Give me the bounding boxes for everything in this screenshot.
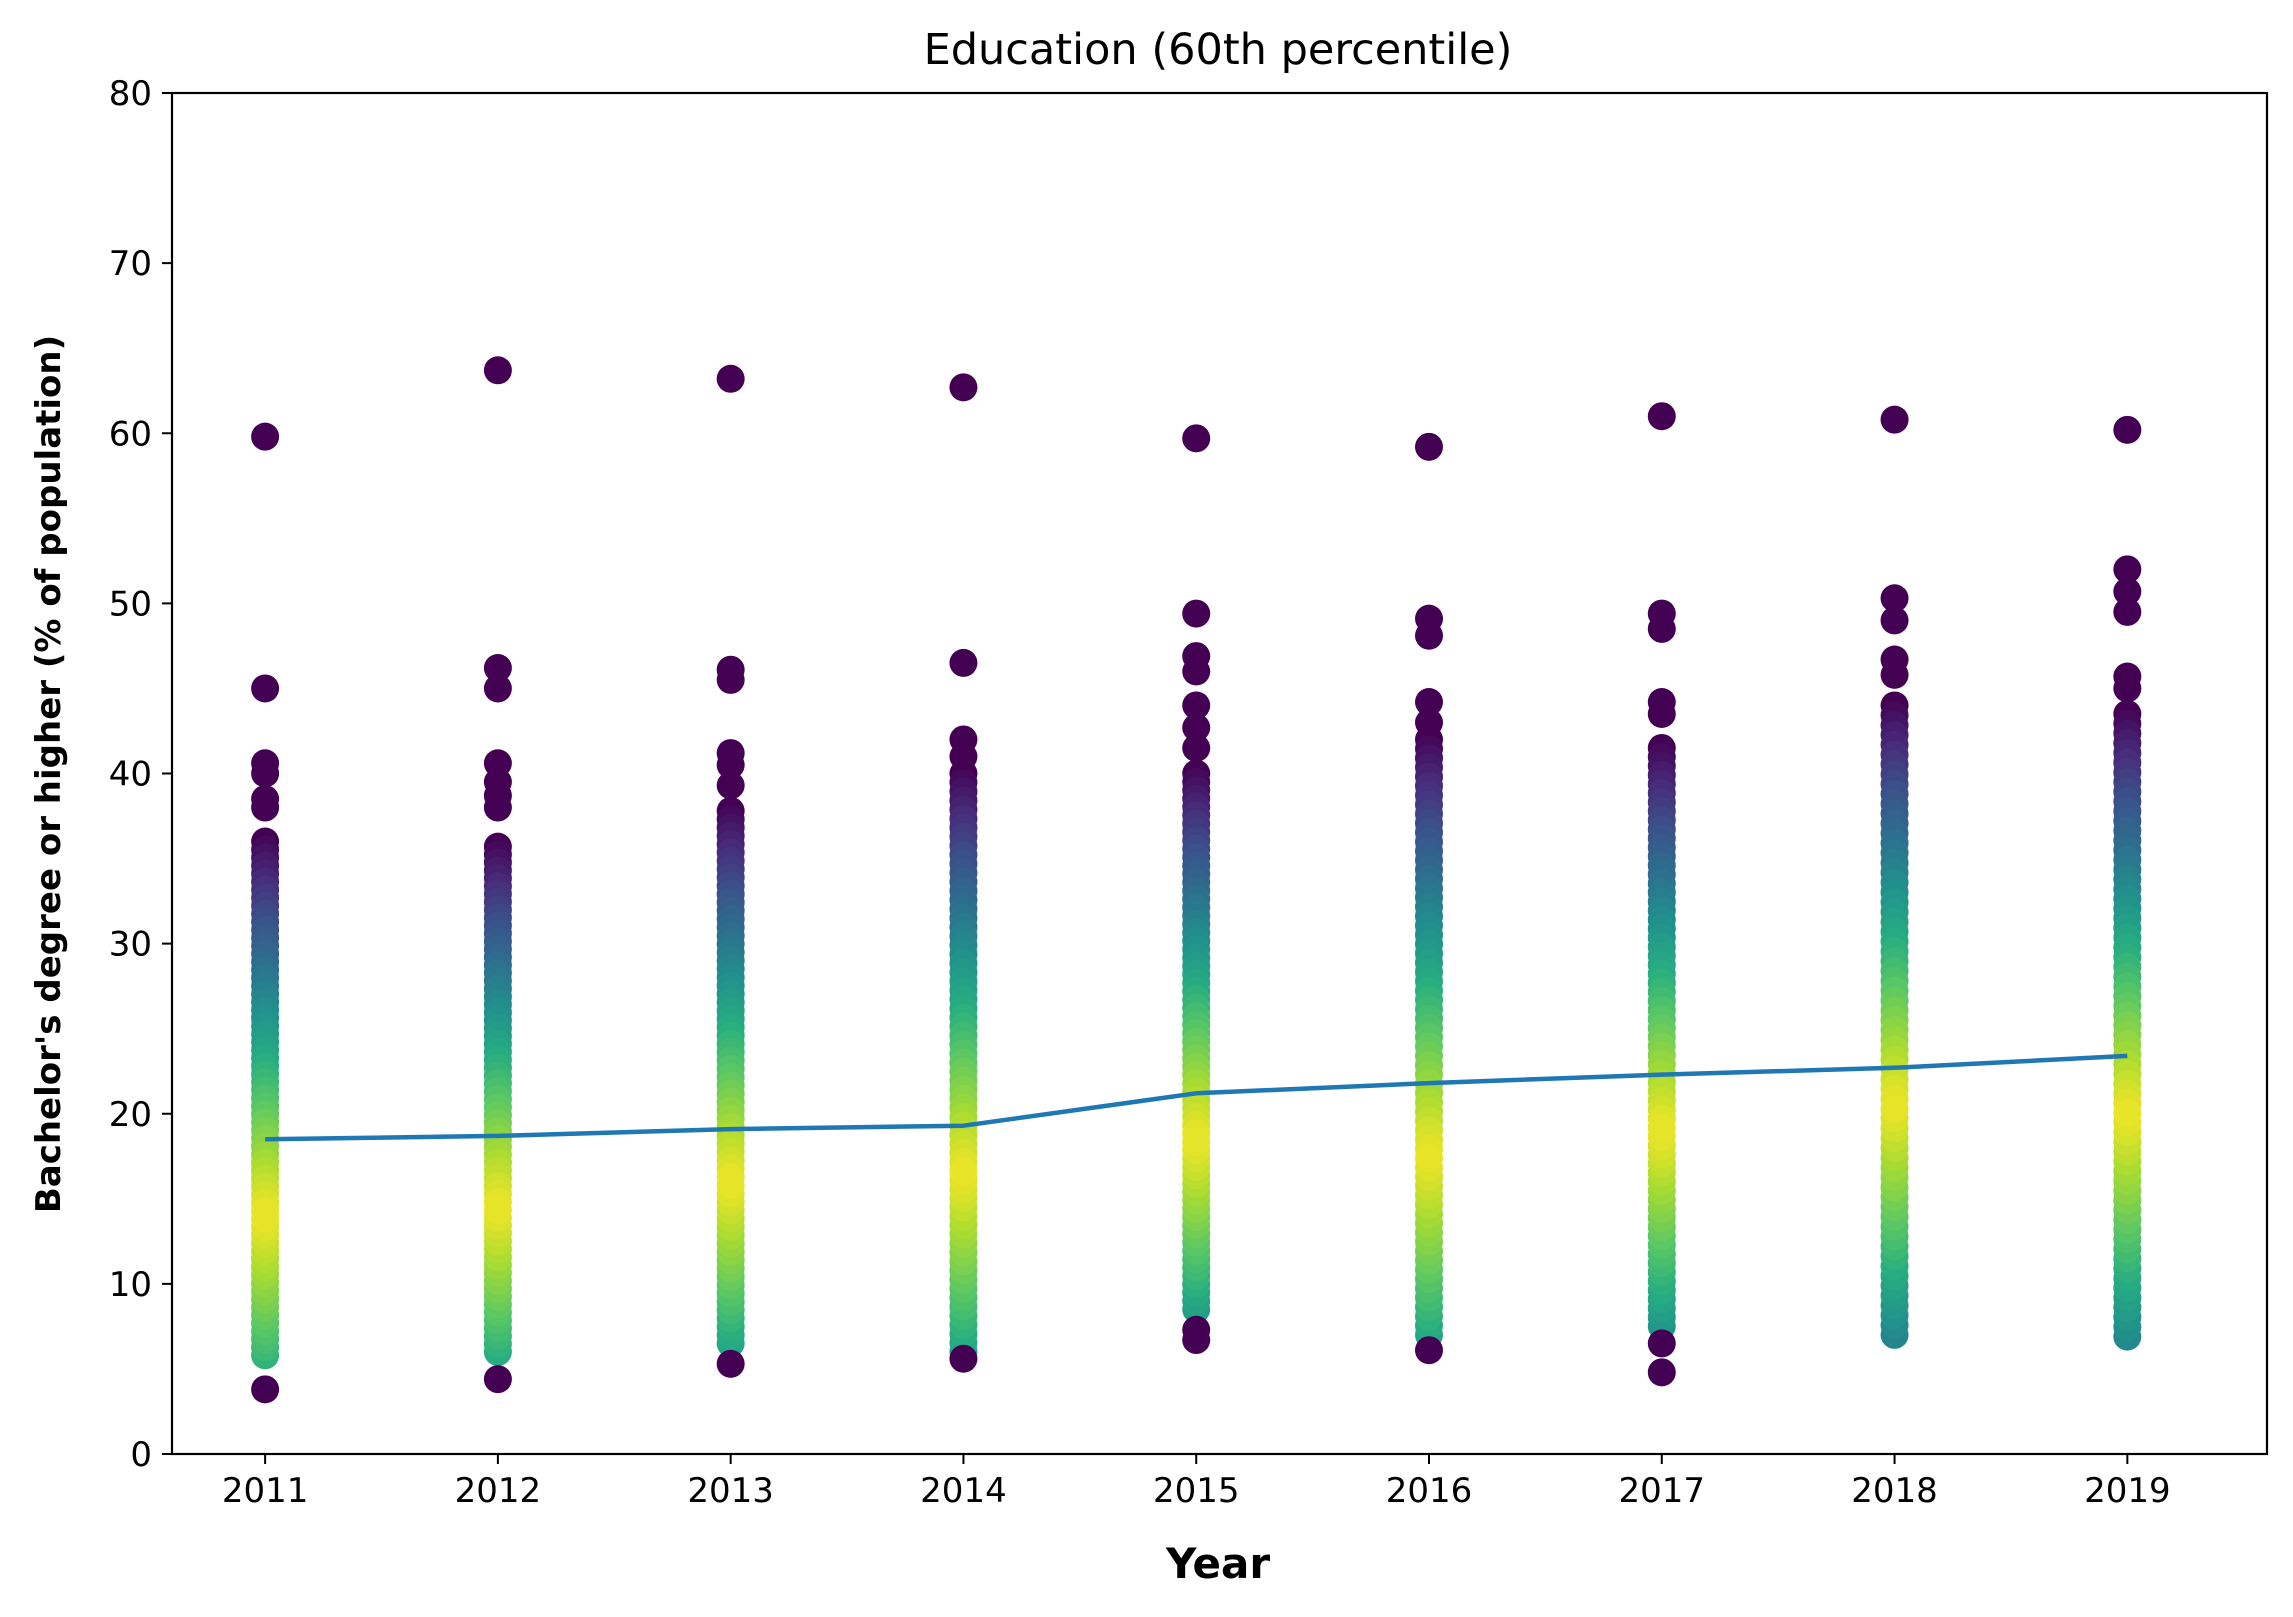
scatter-point-outlier <box>1880 405 1909 434</box>
x-tick-label: 2015 <box>1153 1471 1240 1511</box>
scatter-point-outlier <box>483 654 512 683</box>
scatter-point-outlier <box>251 749 280 778</box>
y-tick-label: 10 <box>109 1265 152 1305</box>
y-axis-label: Bachelor's degree or higher (% of popula… <box>29 335 69 1213</box>
scatter-point-outlier <box>251 674 280 703</box>
scatter-point-outlier <box>483 356 512 385</box>
scatter-point-outlier <box>1415 604 1443 633</box>
scatter-point-outlier <box>949 373 978 402</box>
scatter-point <box>716 1171 745 1200</box>
y-tick-label: 80 <box>109 74 152 114</box>
x-tick-label: 2014 <box>920 1471 1007 1511</box>
scatter-point-outlier <box>1182 599 1211 628</box>
scatter-point <box>1415 1144 1443 1173</box>
scatter-point-outlier <box>716 739 745 768</box>
scatter-point <box>483 1195 512 1224</box>
scatter-point-outlier <box>1647 1358 1676 1387</box>
scatter-point-outlier <box>1647 1329 1676 1358</box>
scatter-point-outlier <box>1880 645 1909 674</box>
x-tick-label: 2013 <box>687 1471 774 1511</box>
scatter-point-outlier <box>251 1375 280 1404</box>
scatter-point <box>251 1204 280 1233</box>
scatter-point <box>949 1157 978 1186</box>
scatter-point-outlier <box>1415 432 1443 461</box>
scatter-point-outlier <box>251 422 280 451</box>
x-tick-label: 2011 <box>222 1471 309 1511</box>
y-tick-label: 0 <box>130 1435 152 1475</box>
scatter-point-outlier <box>2113 662 2142 691</box>
chart-title: Education (60th percentile) <box>924 25 1513 75</box>
scatter-point-outlier <box>1880 606 1909 635</box>
x-tick-label: 2016 <box>1386 1471 1473 1511</box>
scatter-point-outlier <box>483 674 512 703</box>
scatter-point-outlier <box>2113 555 2142 584</box>
x-tick-label: 2019 <box>2084 1471 2171 1511</box>
scatter-point-outlier <box>1647 402 1676 431</box>
scatter-point-outlier <box>483 1365 512 1394</box>
scatter-point-outlier <box>1647 599 1676 628</box>
y-tick-label: 30 <box>109 925 152 965</box>
scatter-point-outlier <box>716 771 745 800</box>
series-line <box>265 1053 2128 1142</box>
scatter-point-outlier <box>2113 597 2142 626</box>
scatter-point-outlier <box>716 364 745 393</box>
y-tick-label: 40 <box>109 755 152 795</box>
x-axis-label: Year <box>1165 1539 1270 1588</box>
x-tick-label: 2012 <box>455 1471 542 1511</box>
scatter-point-outlier <box>716 655 745 684</box>
scatter-point <box>1880 1094 1909 1123</box>
scatter-point-outlier <box>1880 584 1909 613</box>
axes: 2011 2012 2013 2014 2015 2016 2017 2018 2019 0 10 2… <box>109 74 2269 1511</box>
scatter-point-outlier <box>949 725 978 754</box>
y-tick-label: 60 <box>109 414 152 454</box>
scatter-point-outlier <box>1182 691 1211 720</box>
x-tick-label: 2018 <box>1851 1471 1938 1511</box>
scatter-point-outlier <box>1182 424 1211 453</box>
scatter-point-outlier <box>949 648 978 677</box>
scatter-points <box>251 356 2142 1404</box>
mean-line <box>265 1053 2128 1142</box>
x-tick-label: 2017 <box>1619 1471 1706 1511</box>
y-tick-label: 50 <box>109 584 152 624</box>
scatter-point-outlier <box>716 1349 745 1378</box>
scatter-point-outlier <box>1182 642 1211 671</box>
scatter-point-outlier <box>1415 688 1443 717</box>
scatter-point-outlier <box>251 785 280 814</box>
scatter-point-outlier <box>1182 1315 1211 1344</box>
scatter-point-outlier <box>1415 1336 1443 1365</box>
scatter-point-outlier <box>1182 733 1211 762</box>
scatter-point-outlier <box>2113 415 2142 444</box>
scatter-point-outlier <box>949 1344 978 1373</box>
scatter-point-outlier <box>1415 708 1443 737</box>
scatter-point-outlier <box>2113 577 2142 606</box>
scatter-point <box>2113 1098 2142 1127</box>
scatter-point-outlier <box>1647 688 1676 717</box>
scatter-point <box>1182 1127 1211 1156</box>
y-tick-label: 70 <box>109 244 152 284</box>
scatter-point-outlier <box>1182 713 1211 742</box>
y-tick-label: 20 <box>109 1095 152 1135</box>
scatter-point-outlier <box>483 749 512 778</box>
scatter-point <box>1647 1113 1676 1142</box>
